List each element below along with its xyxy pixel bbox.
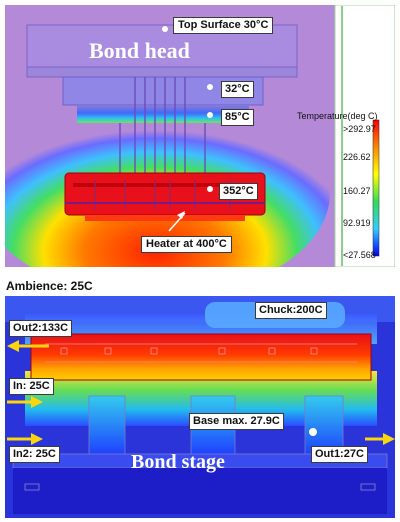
base-max-label: Base max. 27.9C	[189, 413, 284, 430]
temp-352-label: 352°C	[219, 183, 258, 200]
temp-85-label: 85°C	[221, 109, 254, 126]
in1-label: In: 25C	[9, 378, 54, 395]
ambience-caption: Ambience: 25C	[6, 279, 93, 293]
colorbar-tick-5: <27.568	[343, 250, 376, 260]
heater-label: Heater at 400°C	[141, 236, 232, 253]
out2-label: Out2:133C	[9, 320, 73, 337]
colorbar-title: Temperature(deg C)	[297, 111, 378, 121]
colorbar-tick-3: 160.27	[343, 186, 371, 196]
colorbar-tick-4: 92.919	[343, 218, 371, 228]
colorbar-tick-2: 226.62	[343, 152, 371, 162]
bond-head-thermal-map	[5, 5, 395, 267]
chuck-label: Chuck:200C	[255, 302, 327, 319]
temp-32-label: 32°C	[221, 81, 254, 98]
bond-head-title: Bond head	[89, 38, 190, 63]
bond-stage-thermal-panel: Bond stage Chuck:200C Out2:133C In: 25C …	[5, 296, 395, 518]
in2-label: In2: 25C	[9, 446, 60, 463]
colorbar-tick-1: >292.97	[343, 124, 376, 134]
bond-stage-title: Bond stage	[131, 451, 225, 473]
out1-label: Out1:27C	[311, 446, 368, 463]
top-surface-label: Top Surface 30°C	[173, 17, 274, 34]
bond-head-thermal-panel: Bond head Top Surface 30°C 32°C 85°C 352…	[5, 5, 395, 267]
